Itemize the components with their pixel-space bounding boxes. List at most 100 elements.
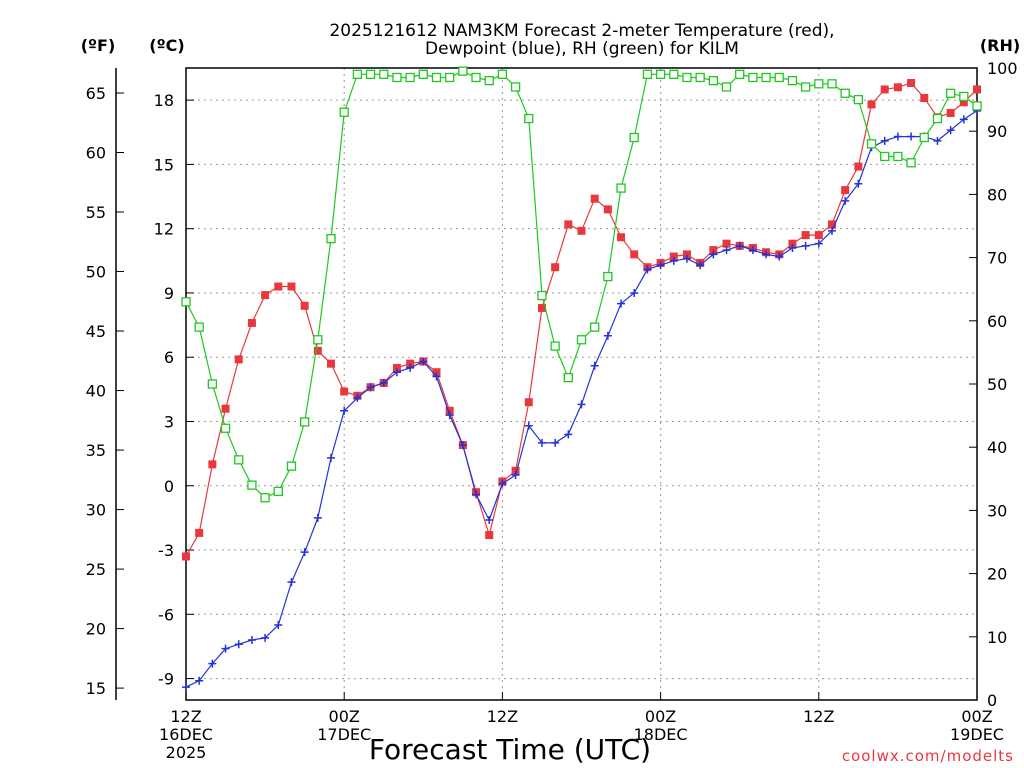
data-point	[721, 82, 732, 92]
data-point	[445, 411, 454, 420]
data-point	[722, 246, 731, 255]
x-tick-label: 12Z	[487, 707, 518, 726]
data-point	[406, 359, 415, 368]
tick-labels: -9-6-30369121518152025303540455055606501…	[86, 59, 1018, 762]
data-point	[194, 322, 204, 332]
data-point	[735, 241, 744, 250]
data-point	[630, 288, 639, 297]
data-point	[182, 683, 190, 692]
data-point	[788, 239, 797, 248]
series-temperature	[182, 78, 981, 561]
data-point	[814, 231, 823, 240]
data-point	[392, 368, 401, 377]
credit-link[interactable]: coolwx.com/modelts	[842, 747, 1014, 765]
data-point	[458, 66, 468, 76]
celsius-tick-label: 0	[164, 477, 174, 496]
data-point	[524, 421, 533, 430]
data-point	[643, 265, 652, 274]
data-point	[629, 132, 639, 143]
x-tick-label: 12Z	[170, 707, 201, 726]
data-point	[656, 261, 665, 270]
data-point	[893, 151, 903, 162]
data-point	[247, 480, 257, 490]
data-point	[234, 355, 243, 364]
data-point	[866, 139, 877, 149]
data-point	[392, 72, 402, 83]
series-line	[185, 70, 978, 499]
data-point	[247, 636, 256, 645]
data-point	[669, 252, 678, 261]
data-point	[379, 378, 388, 387]
data-point	[379, 69, 389, 79]
data-point	[537, 438, 546, 447]
celsius-axis-label: (ºC)	[149, 36, 184, 55]
celsius-tick-label: -6	[158, 605, 174, 624]
data-point	[485, 531, 494, 540]
data-point	[853, 94, 863, 105]
data-point	[946, 126, 955, 135]
x-tick-label: 00Z	[961, 707, 992, 726]
rh-tick-label: 0	[987, 691, 997, 710]
fahrenheit-tick-label: 25	[86, 560, 106, 579]
data-point	[563, 373, 573, 383]
data-point	[774, 72, 784, 83]
data-point	[973, 85, 981, 94]
data-point	[287, 282, 296, 291]
x-tick-label: 00Z	[645, 707, 676, 726]
data-point	[392, 363, 401, 372]
data-point	[497, 69, 508, 79]
rh-tick-label: 60	[987, 312, 1007, 331]
data-point	[946, 108, 955, 117]
data-point	[880, 136, 889, 145]
data-point	[854, 179, 863, 188]
fahrenheit-tick-label: 55	[86, 203, 106, 222]
data-point	[642, 69, 653, 79]
data-point	[722, 239, 731, 248]
data-point	[801, 241, 810, 250]
data-point	[366, 383, 375, 392]
data-point	[220, 423, 231, 433]
data-point	[432, 372, 441, 381]
data-point	[761, 72, 771, 83]
fahrenheit-tick-label: 65	[86, 84, 106, 103]
data-point	[564, 430, 573, 439]
data-point	[418, 69, 428, 79]
data-point	[907, 132, 916, 141]
data-point	[524, 113, 534, 124]
data-point	[787, 75, 798, 86]
data-point	[814, 239, 823, 248]
data-point	[696, 261, 705, 270]
fahrenheit-tick-label: 35	[86, 441, 106, 460]
data-point	[590, 322, 600, 332]
data-point	[339, 107, 349, 117]
data-point	[959, 91, 969, 102]
data-point	[221, 644, 230, 653]
data-point	[431, 72, 442, 83]
data-point	[800, 82, 811, 92]
data-point	[655, 69, 666, 79]
data-point	[682, 250, 691, 259]
data-point	[419, 357, 428, 366]
data-point	[537, 290, 547, 301]
data-point	[208, 460, 217, 469]
data-point	[458, 441, 467, 450]
data-point	[551, 263, 560, 272]
series-relative-humidity	[181, 66, 982, 503]
data-point	[590, 194, 599, 203]
data-point	[485, 516, 494, 525]
data-point	[616, 183, 626, 193]
data-point	[801, 231, 810, 240]
data-point	[709, 246, 718, 255]
data-point	[577, 400, 586, 409]
x-tick-label: 16DEC	[159, 725, 213, 744]
data-point	[340, 387, 349, 396]
fahrenheit-tick-label: 60	[86, 144, 106, 163]
data-point	[775, 252, 784, 261]
data-point	[234, 455, 244, 465]
series-dewpoint	[182, 106, 981, 692]
data-point	[959, 115, 968, 124]
data-point	[669, 69, 679, 79]
fahrenheit-tick-label: 45	[86, 322, 106, 341]
data-point	[748, 72, 758, 83]
data-point	[313, 513, 322, 522]
